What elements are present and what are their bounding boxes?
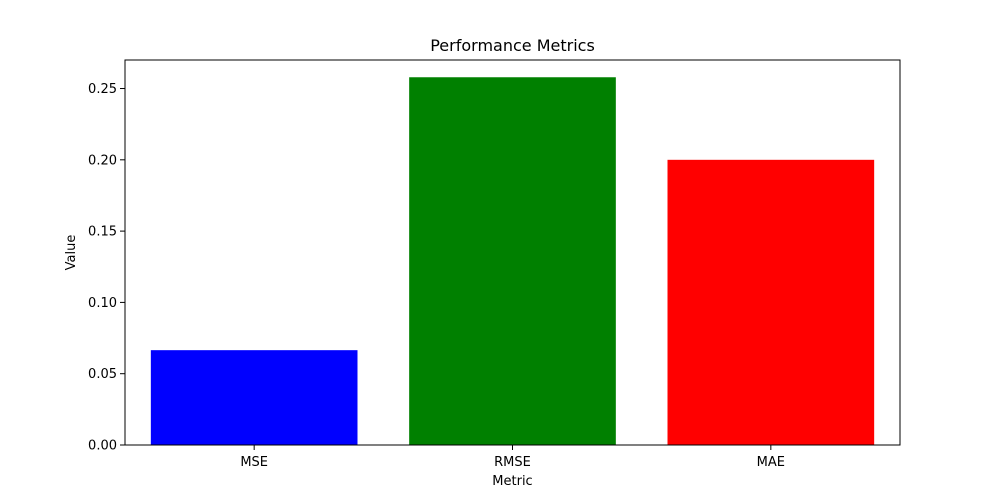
plot-frame: [124, 59, 901, 446]
x-axis-ticks: MSE RMSE MAE: [240, 445, 785, 470]
x-tick-label: MAE: [757, 455, 785, 470]
x-tick-label: MSE: [240, 455, 268, 470]
bars-layer: [150, 77, 875, 446]
y-tick-label: 0.20: [88, 153, 117, 168]
x-axis-title: Metric: [492, 474, 532, 489]
bar-rmse: [409, 77, 616, 446]
y-tick-label: 0.00: [88, 439, 117, 454]
y-tick-label: 0.10: [88, 296, 117, 311]
bar-mae: [667, 159, 875, 445]
y-tick-label: 0.15: [88, 225, 117, 240]
y-tick-label: 0.05: [88, 367, 117, 382]
chart-title: Performance Metrics: [430, 36, 595, 55]
y-tick-label: 0.25: [88, 82, 117, 97]
y-axis-title: Value: [64, 235, 79, 271]
x-tick-label: RMSE: [494, 455, 531, 470]
bar-mse: [150, 350, 358, 445]
y-axis-ticks: 0.00 0.05 0.10 0.15 0.20 0.25: [88, 82, 125, 454]
